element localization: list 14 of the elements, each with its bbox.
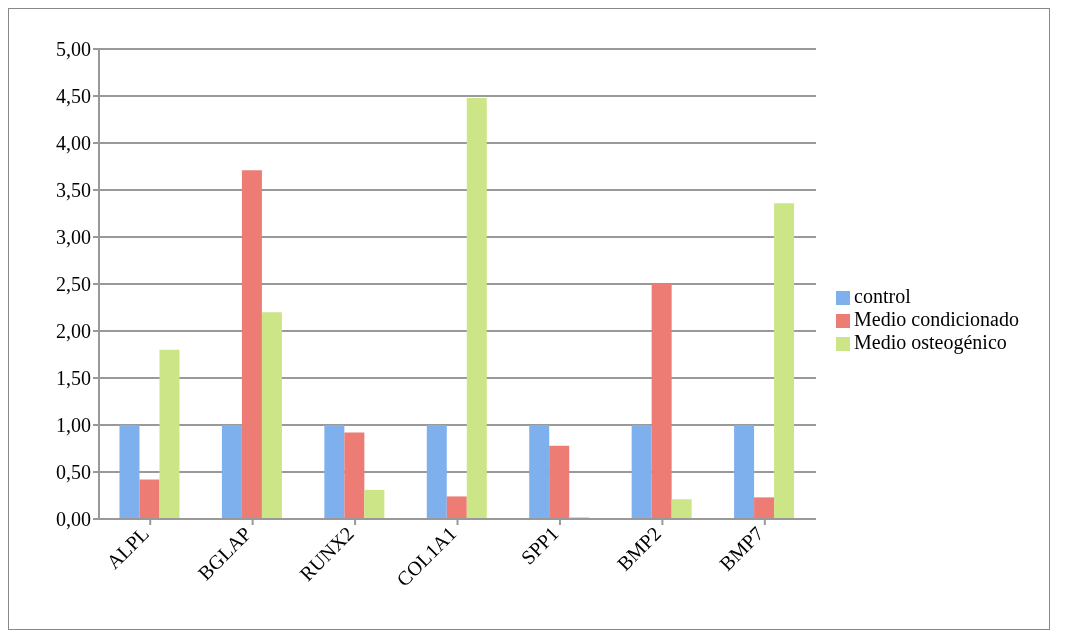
y-tick-label: 2,00 bbox=[56, 320, 91, 343]
y-tick-label: 1,50 bbox=[56, 367, 91, 390]
legend-label: Medio condicionado bbox=[854, 307, 1019, 330]
y-tick-label: 0,00 bbox=[56, 508, 91, 531]
legend-label: control bbox=[854, 284, 911, 307]
y-tick-label: 3,50 bbox=[56, 179, 91, 202]
y-tick-label: 4,50 bbox=[56, 85, 91, 108]
y-tick-label: 2,50 bbox=[56, 273, 91, 296]
y-tick-label: 0,50 bbox=[56, 461, 91, 484]
legend-label: Medio osteogénico bbox=[854, 330, 1007, 353]
y-tick-label: 5,00 bbox=[56, 38, 91, 61]
y-tick-label: 1,00 bbox=[56, 414, 91, 437]
y-tick-label: 4,00 bbox=[56, 132, 91, 155]
y-tick-label: 3,00 bbox=[56, 226, 91, 249]
